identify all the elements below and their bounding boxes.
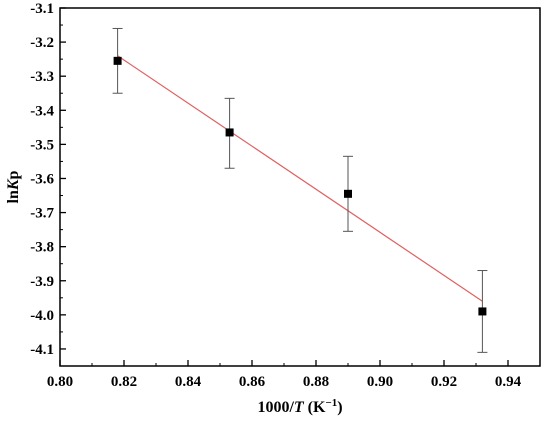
x-tick-label: 0.86 xyxy=(239,374,266,390)
data-point xyxy=(225,128,234,137)
y-tick-label: -3.1 xyxy=(30,1,54,17)
x-tick-label: 0.92 xyxy=(431,374,457,390)
data-point xyxy=(478,307,487,316)
x-axis-title: 1000/T (K−1) xyxy=(257,397,342,416)
x-axis: 0.80 0.82 0.84 0.86 0.88 0.90 0.92 0.94 xyxy=(47,360,522,390)
x-axis-title-close: ) xyxy=(337,399,342,416)
y-tick-label: -3.6 xyxy=(30,171,54,187)
y-tick-label: -3.7 xyxy=(30,206,54,222)
x-tick-label: 0.80 xyxy=(47,374,73,390)
y-tick-label: -4.0 xyxy=(30,308,54,324)
y-tick-label: -3.9 xyxy=(30,274,54,290)
y-tick-label: -3.5 xyxy=(30,137,54,153)
y-axis-title-italic: K xyxy=(5,178,22,191)
x-tick-label: 0.88 xyxy=(303,374,329,390)
y-axis-title: lnKp xyxy=(5,170,22,203)
x-tick-label: 0.84 xyxy=(175,374,202,390)
y-tick-label: -3.2 xyxy=(30,35,54,51)
error-bars xyxy=(112,27,488,353)
fit-line-group xyxy=(117,55,483,302)
data-points xyxy=(113,56,487,316)
fit-line xyxy=(117,55,483,302)
plot-area xyxy=(59,7,541,367)
x-tick-label: 0.94 xyxy=(495,374,522,390)
x-tick-label: 0.90 xyxy=(367,374,393,390)
x-axis-title-sup: −1 xyxy=(325,397,337,409)
y-tick-label: -4.1 xyxy=(30,342,54,358)
y-axis: -3.1 -3.2 -3.3 -3.4 -3.5 -3.6 -3.7 -3.8 -3.9 -4.0… xyxy=(30,1,66,358)
x-axis-title-prefix: 1000/ xyxy=(257,399,294,416)
x-axis-title-unit: (K xyxy=(304,399,326,416)
y-tick-label: -3.4 xyxy=(30,103,54,119)
y-axis-title-prefix: ln xyxy=(5,190,22,203)
y-tick-label: -3.8 xyxy=(30,240,54,256)
data-point xyxy=(113,56,122,65)
plot-frame xyxy=(59,7,541,367)
x-tick-label: 0.82 xyxy=(111,374,137,390)
x-axis-title-italic: T xyxy=(294,399,305,416)
y-tick-label: -3.3 xyxy=(30,69,54,85)
y-axis-title-suffix: p xyxy=(5,170,22,179)
data-point xyxy=(344,189,352,198)
